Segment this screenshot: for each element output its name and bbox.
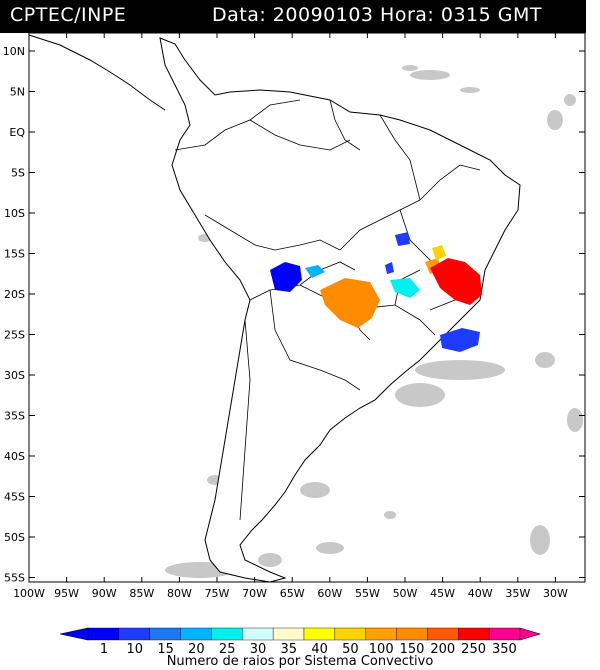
color-legend: 1 10 15 20 25 30 35 40 50 100 150 200 250 350 <box>59 627 542 657</box>
lon-label: 95W <box>54 587 79 600</box>
legend-label: 35 <box>281 642 298 657</box>
lon-label: 80W <box>167 587 192 600</box>
country-borders <box>174 99 481 521</box>
system-goias-blue <box>395 232 410 246</box>
lat-label: 25S <box>4 329 25 342</box>
lat-label: 5N <box>10 86 25 99</box>
lon-label: 35W <box>505 587 530 600</box>
title-bar: CPTEC/INPE Data: 20090103 Hora: 0315 GMT <box>0 0 586 33</box>
lat-label: 10S <box>4 207 25 220</box>
lat-label: 40S <box>4 450 25 463</box>
lat-label: 50S <box>4 531 25 544</box>
lon-label: 55W <box>355 587 380 600</box>
legend-swatch <box>149 627 181 641</box>
legend-label: 200 <box>430 642 455 657</box>
convective-systems <box>270 232 482 352</box>
legend-label: 1 <box>100 642 108 657</box>
system-paraguay <box>320 278 380 328</box>
lon-label: 90W <box>92 587 117 600</box>
lon-label: 40W <box>468 587 493 600</box>
legend-swatch <box>180 627 212 641</box>
lat-label: 15S <box>4 248 25 261</box>
system-bolivia-east <box>305 265 325 278</box>
legend-swatch <box>211 627 243 641</box>
lat-label: 20S <box>4 288 25 301</box>
system-parana-cyan <box>390 278 420 298</box>
lat-label: EQ <box>9 126 25 139</box>
lat-label: 45S <box>4 491 25 504</box>
legend-label: 25 <box>219 642 236 657</box>
legend-label: 250 <box>461 642 486 657</box>
system-sp-blue <box>385 262 394 274</box>
datetime-label: Data: 20090103 Hora: 0315 GMT <box>212 4 542 26</box>
lon-axis: 100W 95W 90W 85W 80W 75W 70W 65W 60W 55W 50W 45W 40W… <box>13 33 568 600</box>
system-minas-yellow <box>432 245 446 260</box>
legend-label: 20 <box>188 642 205 657</box>
lon-label: 75W <box>205 587 230 600</box>
legend-swatch <box>118 627 150 641</box>
lat-label: 10N <box>3 45 25 58</box>
system-minas-red <box>430 258 482 305</box>
legend-label: 30 <box>250 642 267 657</box>
legend-swatch <box>427 627 459 641</box>
lon-label: 70W <box>242 587 267 600</box>
legend-swatch <box>365 627 397 641</box>
lat-axis: 10N 5N EQ 5S 10S 15S 20S 25S 30S 35S 40S 45S 50S 55S <box>3 45 585 585</box>
legend-swatch <box>87 627 120 641</box>
lon-label: 100W <box>13 587 45 600</box>
lon-label: 65W <box>280 587 305 600</box>
legend-label: 350 <box>492 642 517 657</box>
system-offshore-blue <box>440 328 480 352</box>
lat-label: 5S <box>11 167 25 180</box>
legend-arrow-right <box>519 627 542 641</box>
legend-swatch <box>303 627 336 641</box>
system-central-bolivia <box>270 262 302 292</box>
lightning-map: 10N5NEQ5S10S15S20S25S30S35S40S45S50S55S … <box>3 33 586 657</box>
legend-caption: Numero de raios por Sistema Convectivo <box>166 654 434 669</box>
legend-swatch <box>334 627 366 641</box>
legend-swatch <box>242 627 274 641</box>
source-label: CPTEC/INPE <box>10 4 127 26</box>
legend-label: 15 <box>157 642 174 657</box>
lon-label: 60W <box>317 587 342 600</box>
lat-label: 30S <box>4 369 25 382</box>
lon-label: 85W <box>129 587 154 600</box>
lat-label: 55S <box>4 572 25 585</box>
legend-label: 40 <box>311 642 328 657</box>
legend-swatch <box>488 627 521 641</box>
legend-label: 50 <box>342 642 359 657</box>
legend-arrow-left <box>59 627 89 641</box>
legend-swatch <box>272 627 305 641</box>
legend-swatch <box>396 627 428 641</box>
central-america <box>28 34 166 111</box>
lon-label: 45W <box>430 587 455 600</box>
legend-label: 100 <box>369 642 394 657</box>
lat-label: 35S <box>4 410 25 423</box>
lon-label: 50W <box>393 587 418 600</box>
lon-label: 30W <box>543 587 568 600</box>
legend-label: 10 <box>127 642 144 657</box>
legend-label: 150 <box>400 642 425 657</box>
legend-swatch <box>458 627 490 641</box>
